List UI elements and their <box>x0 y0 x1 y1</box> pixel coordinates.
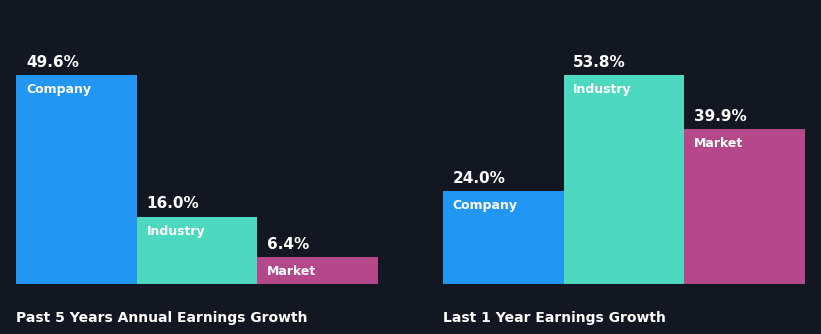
Text: Company: Company <box>26 84 91 97</box>
Text: Market: Market <box>267 265 316 278</box>
Text: Market: Market <box>694 137 743 150</box>
Text: Industry: Industry <box>573 84 632 97</box>
Text: Industry: Industry <box>147 225 205 238</box>
Text: 24.0%: 24.0% <box>452 171 506 186</box>
Text: 6.4%: 6.4% <box>267 237 310 252</box>
Text: 53.8%: 53.8% <box>573 55 626 70</box>
Text: Company: Company <box>452 199 518 212</box>
Bar <box>563 75 684 284</box>
Text: Last 1 Year Earnings Growth: Last 1 Year Earnings Growth <box>443 311 666 325</box>
Bar <box>16 75 137 284</box>
Text: 39.9%: 39.9% <box>694 109 746 124</box>
Bar <box>443 191 563 284</box>
Text: Past 5 Years Annual Earnings Growth: Past 5 Years Annual Earnings Growth <box>16 311 308 325</box>
Text: 49.6%: 49.6% <box>26 55 79 70</box>
Bar <box>684 129 805 284</box>
Text: 16.0%: 16.0% <box>147 196 200 211</box>
Bar <box>258 257 378 284</box>
Bar <box>137 216 258 284</box>
